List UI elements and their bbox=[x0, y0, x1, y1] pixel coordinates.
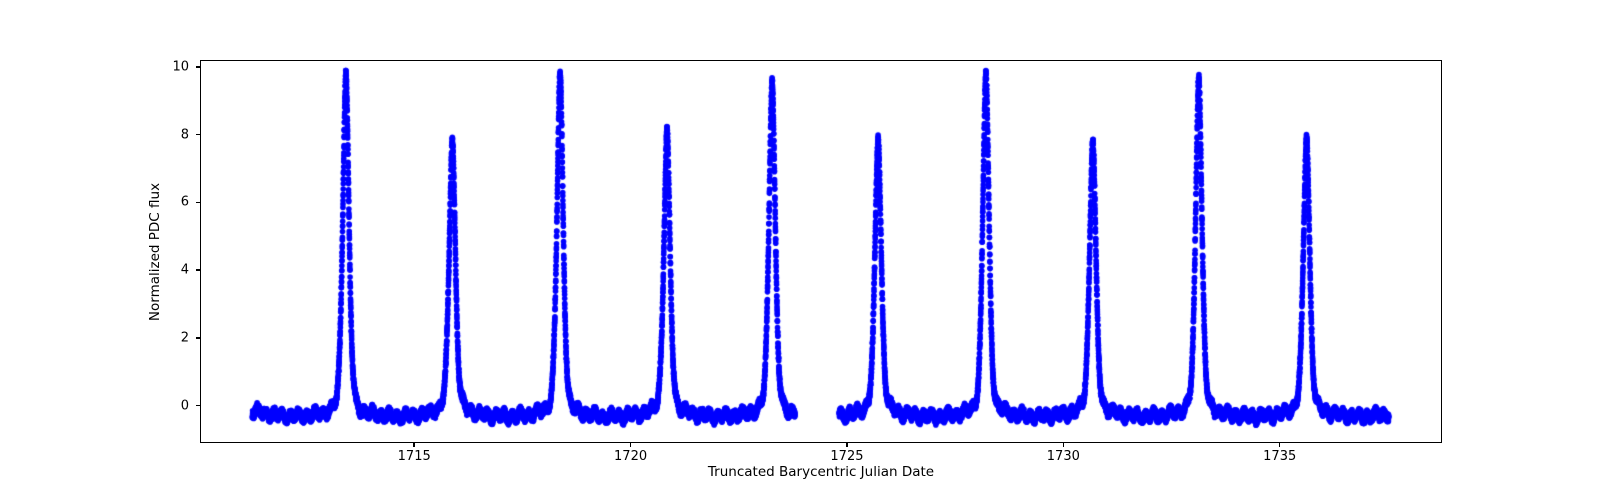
y-tick-mark bbox=[196, 404, 200, 407]
y-tick-label: 8 bbox=[180, 127, 189, 143]
x-tick-mark bbox=[1062, 443, 1065, 447]
x-tick-label: 1730 bbox=[1046, 449, 1080, 464]
x-tick-mark bbox=[413, 443, 415, 447]
y-tick-label: 2 bbox=[180, 330, 189, 346]
y-tick-mark bbox=[196, 269, 200, 271]
x-tick-label: 1715 bbox=[397, 449, 431, 464]
y-tick-label: 4 bbox=[180, 262, 189, 278]
y-tick-mark bbox=[196, 337, 200, 339]
x-tick-mark bbox=[846, 443, 848, 447]
x-axis-label: Truncated Barycentric Julian Date bbox=[707, 464, 935, 480]
y-tick-label: 10 bbox=[172, 59, 189, 75]
y-tick-label: 6 bbox=[180, 194, 189, 210]
y-axis-label: Normalized PDC flux bbox=[147, 182, 163, 321]
y-tick-label: 0 bbox=[180, 398, 189, 414]
y-tick-mark bbox=[196, 201, 200, 204]
x-tick-mark bbox=[629, 443, 632, 447]
x-tick-mark bbox=[1278, 443, 1281, 447]
plot-axes-frame bbox=[200, 60, 1442, 443]
y-tick-mark bbox=[196, 66, 200, 68]
x-tick-label: 1735 bbox=[1263, 449, 1297, 464]
x-tick-label: 1725 bbox=[830, 449, 864, 464]
y-tick-mark bbox=[196, 133, 200, 136]
x-tick-label: 1720 bbox=[614, 449, 648, 464]
